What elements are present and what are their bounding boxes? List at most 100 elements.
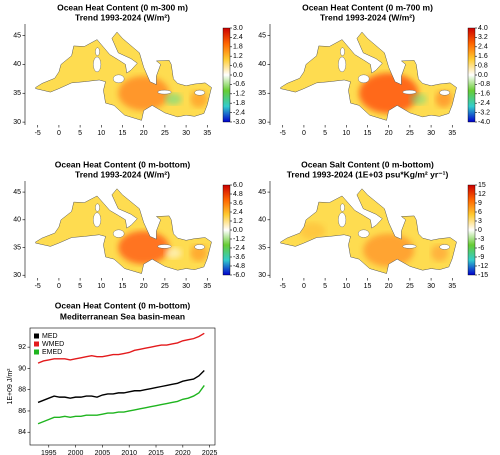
colorbar-tick-label: 0.0 (478, 72, 488, 79)
island (340, 47, 345, 56)
island (112, 74, 125, 84)
x-tick-label: 10 (97, 283, 105, 290)
x-tick-label: 35 (203, 130, 211, 137)
colorbar-tick-label: 3.0 (233, 25, 243, 32)
chart-subtitle: Trend 1993-2024 (W/m²) (320, 12, 415, 22)
x-tick-label: 20 (385, 130, 393, 137)
trend-patch (363, 233, 415, 267)
colorbar-tick-label: -15 (478, 272, 488, 279)
y-tick-label: 35 (258, 90, 266, 97)
chart-subtitle: Trend 1993-2024 (1E+03 psu*Kg/m² yr⁻¹) (287, 169, 449, 179)
series-line (37, 332, 205, 364)
island (357, 229, 370, 238)
colorbar-tick-label: -2.4 (233, 245, 245, 252)
colorbar-tick-label: -3 (478, 236, 484, 243)
colorbar (467, 27, 476, 123)
x-tick-label: -5 (280, 130, 286, 137)
x-tick-label: 2000 (68, 450, 84, 455)
colorbar-tick-label: 15 (478, 182, 486, 189)
y-tick-label: 35 (258, 244, 266, 251)
x-tick-label: 25 (406, 130, 414, 137)
x-tick-label: -5 (280, 283, 286, 290)
coastline (35, 31, 212, 121)
colorbar-tick-label: 4.0 (478, 25, 488, 32)
island (95, 47, 100, 56)
island (194, 244, 205, 250)
x-tick-label: 20 (140, 130, 148, 137)
colorbar-tick-label: 1.6 (478, 53, 488, 60)
y-tick-label: 40 (13, 217, 21, 224)
island (439, 89, 450, 96)
trend-patch (299, 222, 326, 240)
colorbar-tick-label: -0.6 (233, 81, 245, 88)
x-tick-label: 20 (385, 283, 393, 290)
colorbar-tick-label: 6 (478, 209, 482, 216)
x-tick-label: 25 (406, 283, 414, 290)
y-tick-label: 45 (258, 189, 266, 196)
y-tick-label: 90 (18, 365, 26, 372)
island (112, 229, 125, 238)
plot-frame (29, 327, 216, 446)
x-tick-label: 10 (342, 130, 350, 137)
colorbar (222, 27, 231, 123)
legend-swatch (34, 341, 39, 347)
colorbar-tick-label: -1.6 (478, 91, 490, 98)
colorbar-tick-label: -6 (478, 245, 484, 252)
x-tick-label: 15 (364, 283, 372, 290)
x-tick-label: 30 (182, 130, 190, 137)
colorbar-tick-label: -1.8 (233, 100, 245, 107)
colorbar-tick-label: 3.2 (478, 34, 488, 41)
legend-label: MED (42, 333, 58, 340)
legend-label: EMED (42, 349, 62, 356)
x-tick-label: 30 (427, 130, 435, 137)
x-tick-label: 20 (140, 283, 148, 290)
y-tick-label: 30 (258, 272, 266, 279)
coastline (35, 188, 212, 274)
colorbar-tick-label: -4.0 (478, 119, 490, 126)
x-tick-label: 15 (119, 130, 127, 137)
colorbar-tick-label: -0.8 (478, 81, 490, 88)
colorbar-tick-label: 9 (478, 200, 482, 207)
island (93, 56, 102, 73)
island (338, 212, 347, 228)
colorbar-tick-label: -1.2 (233, 236, 245, 243)
y-tick-label: 35 (13, 90, 21, 97)
colorbar-tick-label: -3.2 (478, 109, 490, 116)
colorbar-tick-label: 0.8 (478, 62, 488, 69)
chart-title: Ocean Salt Content (0 m-bottom) (301, 159, 434, 169)
y-tick-label: 84 (18, 429, 26, 436)
x-tick-label: 2005 (95, 450, 111, 455)
colorbar-tick-label: -2.4 (233, 109, 245, 116)
trend-patch (409, 93, 427, 105)
x-tick-label: 0 (57, 130, 61, 137)
x-tick-label: -5 (35, 130, 41, 137)
colorbar (467, 184, 476, 276)
y-tick-label: 40 (258, 61, 266, 68)
colorbar-tick-label: -3.0 (233, 119, 245, 126)
colorbar-tick-label: 12 (478, 191, 486, 198)
colorbar-tick-label: -6.0 (233, 272, 245, 279)
x-tick-label: 2020 (175, 450, 191, 455)
chart-title: Ocean Heat Content (0 m-bottom) (55, 159, 191, 169)
colorbar-tick-label: -3.6 (233, 254, 245, 261)
x-tick-label: 2015 (148, 450, 164, 455)
colorbar-tick-label: -1.2 (233, 91, 245, 98)
series-line (37, 370, 205, 404)
y-tick-label: 86 (18, 408, 26, 415)
x-tick-label: 2010 (121, 450, 137, 455)
x-tick-label: 10 (342, 283, 350, 290)
y-axis-label: 1E+09 J/m² (7, 368, 14, 405)
y-tick-label: 30 (13, 119, 21, 126)
x-tick-label: -5 (35, 283, 41, 290)
colorbar-tick-label: 0.0 (233, 72, 243, 79)
colorbar-tick-label: 3.6 (233, 200, 243, 207)
coastline (280, 31, 457, 121)
colorbar-tick-label: -4.8 (233, 263, 245, 270)
island (338, 56, 347, 73)
x-tick-label: 25 (161, 130, 169, 137)
chart-title: Ocean Heat Content (0 m-bottom) (55, 300, 191, 310)
x-tick-label: 5 (78, 283, 82, 290)
x-tick-label: 15 (119, 283, 127, 290)
x-tick-label: 35 (448, 130, 456, 137)
